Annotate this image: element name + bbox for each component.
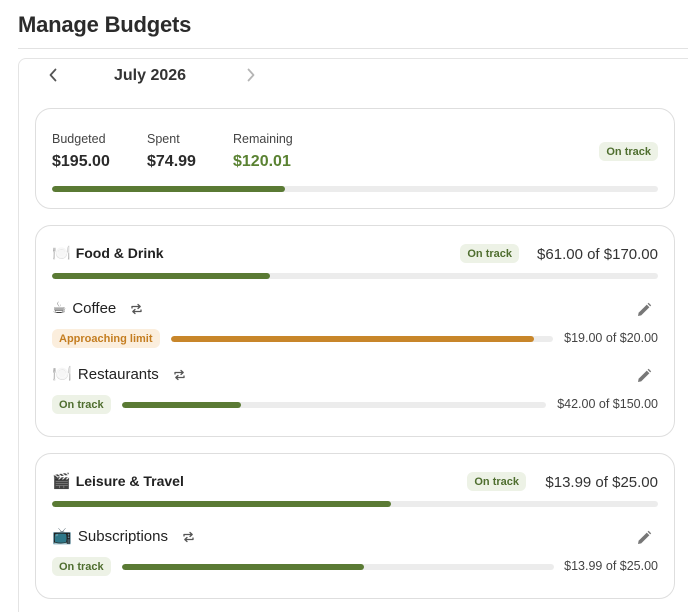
category-amount: $42.00 of $150.00 <box>557 397 658 411</box>
category-name: Restaurants <box>77 366 159 383</box>
group-emoji: 🍽️ <box>52 244 71 262</box>
category-amount: $19.00 of $20.00 <box>564 331 658 345</box>
title-divider <box>18 48 688 49</box>
group-header: 🎬 Leisure & Travel <box>52 473 184 489</box>
remaining-label: Remaining <box>233 132 293 146</box>
category-row-coffee[interactable]: ☕ Coffee <box>52 300 143 317</box>
month-navigator: July 2026 <box>44 64 264 88</box>
summary-progress-track <box>52 186 658 192</box>
repeat-icon <box>173 369 186 381</box>
spent-value: $74.99 <box>147 153 196 170</box>
pencil-icon[interactable] <box>634 366 654 386</box>
budgeted-stat: Budgeted $195.00 <box>52 132 110 171</box>
repeat-icon <box>130 303 143 315</box>
month-label: July 2026 <box>114 67 187 84</box>
category-progress-track <box>171 336 553 342</box>
category-emoji: 🍽️ <box>52 365 72 383</box>
budget-group-leisure-travel: 🎬 Leisure & Travel On track $13.99 of $2… <box>35 453 675 599</box>
category-emoji: 📺 <box>52 527 72 545</box>
category-emoji: ☕ <box>52 299 67 317</box>
category-amount: $13.99 of $25.00 <box>564 559 658 573</box>
budgeted-value: $195.00 <box>52 153 110 170</box>
summary-status-badge: On track <box>599 142 658 161</box>
group-amount: $13.99 of $25.00 <box>545 474 658 491</box>
budget-group-food-drink: 🍽️ Food & Drink On track $61.00 of $170.… <box>35 225 675 437</box>
page-title: Manage Budgets <box>18 12 192 37</box>
category-name: Coffee <box>72 300 117 317</box>
chevron-left-icon <box>49 68 57 82</box>
category-progress-fill <box>122 402 241 408</box>
group-name: Leisure & Travel <box>75 473 184 489</box>
category-progress-fill <box>171 336 534 342</box>
pencil-icon[interactable] <box>634 300 654 320</box>
category-name: Subscriptions <box>77 528 168 545</box>
chevron-right-icon <box>247 68 255 82</box>
group-status-badge: On track <box>467 472 526 491</box>
summary-card: Budgeted $195.00 Spent $74.99 Remaining … <box>35 108 675 209</box>
group-progress-fill <box>52 501 392 507</box>
budgeted-label: Budgeted <box>52 132 106 146</box>
category-status-badge: On track <box>52 395 111 414</box>
previous-month-button[interactable] <box>44 64 62 86</box>
group-progress-track <box>52 273 658 279</box>
group-amount: $61.00 of $170.00 <box>537 246 658 263</box>
group-progress-fill <box>52 273 270 279</box>
next-month-button[interactable] <box>242 64 260 86</box>
category-progress-track <box>122 402 546 408</box>
category-status-badge: On track <box>52 557 111 576</box>
group-progress-track <box>52 501 658 507</box>
category-progress-track <box>122 564 554 570</box>
spent-label: Spent <box>147 132 180 146</box>
repeat-icon <box>182 531 195 543</box>
remaining-value: $120.01 <box>233 153 291 170</box>
group-name: Food & Drink <box>75 245 164 261</box>
group-emoji: 🎬 <box>52 472 71 490</box>
pencil-icon[interactable] <box>634 528 654 548</box>
group-status-badge: On track <box>460 244 519 263</box>
category-row-restaurants[interactable]: 🍽️ Restaurants <box>52 366 186 383</box>
category-progress-fill <box>122 564 364 570</box>
category-status-badge: Approaching limit <box>52 329 160 348</box>
spent-stat: Spent $74.99 <box>147 132 196 171</box>
category-row-subscriptions[interactable]: 📺 Subscriptions <box>52 528 195 545</box>
summary-progress-fill <box>52 186 286 192</box>
remaining-stat: Remaining $120.01 <box>233 132 293 171</box>
group-header: 🍽️ Food & Drink <box>52 245 164 261</box>
